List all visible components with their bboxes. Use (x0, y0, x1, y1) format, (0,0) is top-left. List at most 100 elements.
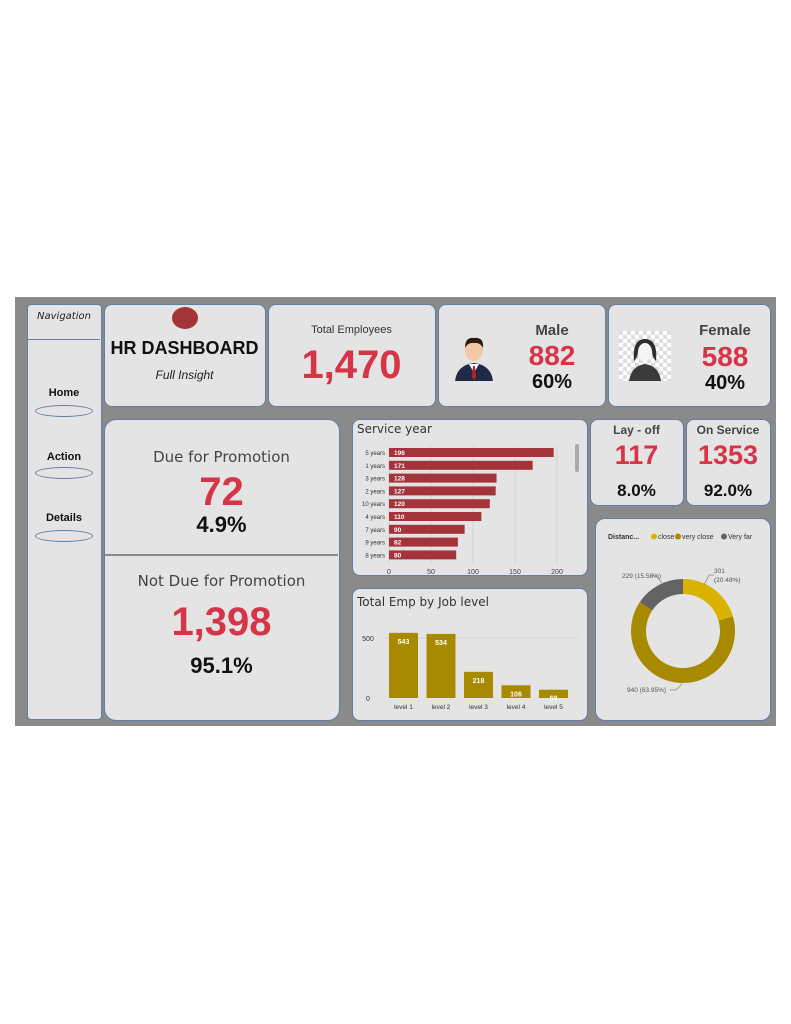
data-label: 171 (394, 463, 405, 470)
bar (464, 671, 493, 698)
y-tick-label: 10 years (362, 502, 385, 508)
bar (389, 448, 554, 457)
data-label: 127 (394, 488, 405, 495)
service-year-title: Service year (357, 422, 432, 436)
female-card: Female 588 40% (608, 304, 771, 407)
layoff-card: Lay - off 117 8.0% (590, 419, 684, 506)
y-tick-label: 5 years (365, 451, 385, 457)
x-tick-label: 200 (551, 569, 563, 574)
divider (105, 554, 338, 556)
data-label: 229 (15.58%) (622, 573, 661, 580)
bar (389, 460, 533, 470)
total-employees-card: Total Employees 1,470 (268, 304, 436, 407)
page-subtitle: Full Insight (155, 368, 214, 382)
legend-label: Very far (728, 534, 753, 541)
male-label: Male (535, 322, 569, 339)
layoff-percent: 8.0% (617, 481, 656, 500)
donut-slice (639, 579, 683, 611)
nav-action-label: Action (46, 451, 82, 463)
scrollbar (575, 444, 579, 472)
y-tick-label: 500 (362, 636, 374, 643)
layoff-label: Lay - off (613, 423, 660, 437)
y-tick-label: 4 years (365, 515, 385, 521)
nav-details-button[interactable]: Details (33, 512, 95, 548)
y-tick-label: 3 years (365, 477, 385, 483)
bar (539, 689, 568, 698)
y-tick-label: 0 (366, 696, 370, 703)
bar (389, 486, 496, 496)
x-tick-label: 100 (467, 569, 479, 574)
leader-line (703, 574, 714, 586)
distance-chart-card: Distanc... close very close Very far 301 (20.… (595, 518, 771, 721)
bar (389, 550, 457, 560)
female-count: 588 (701, 341, 749, 372)
x-tick-label: level 1 (394, 704, 413, 711)
bar (389, 473, 497, 483)
not-due-promotion-value: 1,398 (171, 600, 272, 644)
data-label: 90 (394, 527, 402, 534)
bar (389, 499, 490, 509)
dashboard-canvas: Navigation Home Action Details HR DASHBO… (15, 297, 776, 726)
due-promotion-percent: 4.9% (196, 512, 247, 537)
promotion-card: Due for Promotion 72 4.9% Not Due for Pr… (104, 419, 340, 721)
male-user-icon (455, 337, 493, 381)
total-employees-label: Total Employees (311, 324, 392, 336)
bar (389, 632, 418, 698)
job-level-chart: 0 500 543 level 1 534 level 2 218 level 3 106 lev… (362, 632, 578, 711)
job-level-chart-card: Total Emp by Job level 0 500 543 level 1 534… (352, 588, 588, 721)
page-title: HR DASHBOARD (110, 338, 259, 358)
y-tick-label: 2 years (365, 489, 385, 495)
service-year-chart-card: Service year 0 50 100 150 200 5 years 196 1 yea… (352, 419, 588, 576)
legend-label: very close (682, 534, 714, 541)
divider (28, 339, 100, 340)
x-tick-label: level 3 (469, 704, 488, 711)
nav-home-label: Home (48, 387, 80, 399)
nav-details-oval (35, 530, 93, 542)
x-tick-label: level 2 (432, 704, 451, 711)
x-tick-label: 0 (387, 569, 391, 574)
male-card: Male 882 60% (438, 304, 606, 407)
data-label: 940 (63.95%) (627, 687, 666, 694)
y-tick-label: 9 years (365, 541, 385, 547)
navigation-panel: Navigation Home Action Details (27, 304, 102, 720)
data-label: 543 (398, 639, 410, 646)
bar (389, 537, 458, 547)
data-label: 218 (473, 678, 485, 685)
male-percent: 60% (531, 371, 573, 393)
male-count: 882 (528, 340, 576, 371)
y-tick-label: 1 years (365, 464, 385, 470)
due-promotion-label: Due for Promotion (153, 448, 290, 466)
due-promotion-value: 72 (199, 470, 244, 514)
layoff-value: 117 (614, 440, 659, 470)
nav-action-button[interactable]: Action (33, 451, 95, 487)
header-card: HR DASHBOARD Full Insight (104, 304, 266, 407)
y-tick-label: 7 years (365, 528, 385, 534)
data-label: 82 (394, 540, 402, 547)
x-tick-label: level 4 (507, 704, 526, 711)
leader-line (670, 683, 683, 691)
nav-home-button[interactable]: Home (33, 387, 95, 423)
data-label: 80 (394, 552, 402, 559)
data-label: 534 (435, 640, 447, 647)
bar (389, 512, 482, 521)
service-year-chart: 0 50 100 150 200 5 years 196 1 years 171 3 years 1… (362, 444, 579, 574)
on-service-percent: 92.0% (703, 481, 753, 500)
legend-label: close (658, 534, 674, 541)
nav-home-oval (35, 405, 93, 417)
logo-dot (172, 307, 198, 329)
data-label: 110 (394, 514, 405, 521)
legend-marker (675, 533, 681, 540)
data-label: 196 (394, 450, 405, 457)
donut-slice (631, 601, 735, 683)
data-label: 120 (394, 501, 405, 508)
x-tick-label: level 5 (544, 704, 563, 711)
on-service-value: 1353 (697, 440, 759, 470)
female-label: Female (699, 322, 751, 339)
on-service-label: On Service (696, 423, 760, 437)
legend-title: Distanc... (608, 534, 639, 541)
data-label: 69 (550, 696, 558, 703)
legend-marker (651, 533, 657, 540)
donut-slice (683, 579, 733, 621)
not-due-promotion-label: Not Due for Promotion (137, 572, 306, 590)
leader-line (650, 575, 663, 584)
